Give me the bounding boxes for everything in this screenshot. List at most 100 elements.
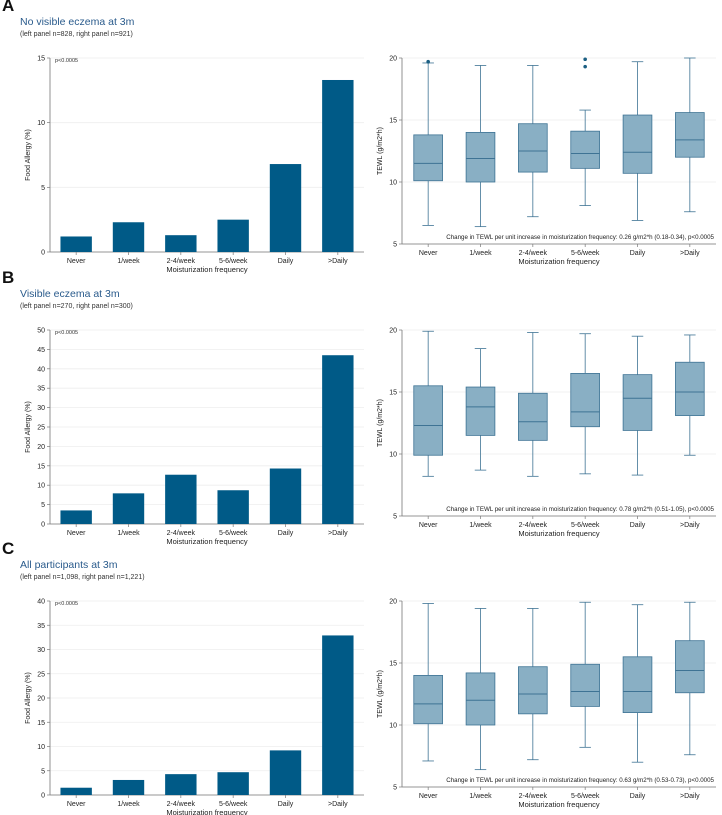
- bar: [322, 355, 354, 524]
- panel-subtitle: (left panel n=1,098, right panel n=1,221…: [20, 574, 145, 581]
- y-tick-label: 20: [389, 328, 397, 335]
- box-plot: 5 10 15 20 TEWL (g/m2*h) Never 1/week 2-4/week 5…: [377, 599, 716, 809]
- y-tick-label: 20: [37, 444, 45, 451]
- x-tick-label: Daily: [630, 522, 646, 529]
- bar: [112, 222, 145, 252]
- y-tick-label: 0: [41, 522, 45, 529]
- x-tick-label: Never: [419, 250, 438, 257]
- x-tick-label: 2-4/week: [167, 258, 196, 265]
- y-tick-label: 15: [37, 56, 45, 63]
- y-tick-label: 15: [37, 720, 45, 727]
- outlier-point: [583, 57, 587, 62]
- y-tick-label: 40: [37, 366, 45, 373]
- box-plot: 5 10 15 20 TEWL (g/m2*h) Never 1/week 2-4/week 5…: [377, 56, 716, 266]
- x-tick-label: Daily: [630, 793, 646, 800]
- p-value: p<0.0005: [55, 58, 78, 64]
- box: [675, 640, 705, 694]
- x-tick-label: Daily: [630, 250, 646, 257]
- x-tick-label: 2-4/week: [167, 801, 196, 808]
- box: [518, 392, 548, 441]
- y-tick-label: 5: [41, 502, 45, 509]
- x-tick-label: 1/week: [117, 258, 140, 265]
- panel-title: Visible eczema at 3m: [20, 288, 120, 300]
- bar: [269, 750, 302, 795]
- panel-a: A No visible eczema at 3m (left panel n=…: [0, 0, 722, 274]
- panel-label: C: [2, 539, 15, 558]
- bar: [269, 164, 302, 252]
- x-tick-label: >Daily: [680, 250, 700, 257]
- box: [465, 131, 496, 183]
- bar: [269, 468, 302, 524]
- y-axis-label: TEWL (g/m2*h): [377, 127, 384, 175]
- panel-title: All participants at 3m: [20, 559, 118, 571]
- panel-label: A: [2, 0, 15, 15]
- y-tick-label: 10: [389, 452, 397, 459]
- y-tick-label: 0: [41, 793, 45, 800]
- bar: [165, 235, 197, 252]
- box: [570, 373, 600, 428]
- x-axis-label: Moisturization frequency: [518, 257, 600, 266]
- panel-subtitle: (left panel n=270, right panel n=300): [20, 303, 133, 310]
- x-tick-label: 1/week: [469, 250, 492, 257]
- y-tick-label: 5: [41, 768, 45, 775]
- outlier-point: [583, 64, 587, 69]
- y-axis-label: Food Allergy (%): [25, 129, 32, 181]
- outlier-point: [426, 59, 430, 64]
- bar: [217, 490, 249, 524]
- x-tick-label: Never: [67, 801, 86, 808]
- y-tick-label: 25: [37, 425, 45, 432]
- x-tick-label: >Daily: [328, 258, 348, 265]
- y-tick-label: 10: [37, 483, 45, 490]
- box: [622, 656, 653, 714]
- y-axis-label: Food Allergy (%): [25, 672, 32, 724]
- y-tick-label: 0: [41, 250, 45, 257]
- panel-c: C All participants at 3m (left panel n=1…: [0, 539, 722, 815]
- p-value: p<0.0005: [55, 330, 78, 336]
- y-tick-label: 5: [393, 514, 397, 521]
- y-tick-label: 20: [389, 56, 397, 63]
- y-tick-label: 10: [389, 180, 397, 187]
- x-tick-label: 2-4/week: [519, 793, 548, 800]
- x-axis-label: Moisturization frequency: [166, 537, 248, 546]
- bar: [217, 772, 249, 795]
- y-tick-label: 5: [393, 242, 397, 249]
- bar: [112, 493, 145, 524]
- x-tick-label: Never: [67, 530, 86, 537]
- y-tick-label: 35: [37, 623, 45, 630]
- x-axis-label: Moisturization frequency: [166, 808, 248, 815]
- y-tick-label: 15: [389, 661, 397, 668]
- box: [465, 386, 496, 436]
- bar-chart: 0 5 10 15 20 25 30 35 40 Food Allergy (%) Never 1/w…: [25, 599, 364, 815]
- y-tick-label: 15: [37, 463, 45, 470]
- x-tick-label: Never: [67, 258, 86, 265]
- box: [570, 663, 600, 707]
- x-tick-label: >Daily: [328, 801, 348, 808]
- bar: [165, 474, 197, 524]
- y-tick-label: 30: [37, 405, 45, 412]
- box-plot: 5 10 15 20 TEWL (g/m2*h) Never 1/week 2-4/week 5…: [377, 328, 716, 538]
- x-tick-label: 1/week: [117, 530, 140, 537]
- y-tick-label: 15: [389, 118, 397, 125]
- panel-label: B: [2, 268, 15, 287]
- x-tick-label: 5-6/week: [571, 250, 600, 257]
- y-tick-label: 40: [37, 599, 45, 606]
- x-axis-label: Moisturization frequency: [518, 529, 600, 538]
- box: [570, 130, 600, 169]
- y-tick-label: 25: [37, 671, 45, 678]
- x-tick-label: 1/week: [469, 793, 492, 800]
- box: [413, 385, 443, 456]
- box: [518, 666, 548, 715]
- box: [518, 123, 548, 173]
- bar: [60, 236, 92, 252]
- y-tick-label: 5: [393, 785, 397, 792]
- y-tick-label: 30: [37, 647, 45, 654]
- y-axis-label: TEWL (g/m2*h): [377, 670, 384, 718]
- x-tick-label: Never: [419, 522, 438, 529]
- y-tick-label: 10: [37, 120, 45, 127]
- x-tick-label: 2-4/week: [519, 522, 548, 529]
- bar: [165, 774, 197, 795]
- x-tick-label: 5-6/week: [219, 801, 248, 808]
- box: [622, 114, 653, 174]
- x-tick-label: 5-6/week: [571, 522, 600, 529]
